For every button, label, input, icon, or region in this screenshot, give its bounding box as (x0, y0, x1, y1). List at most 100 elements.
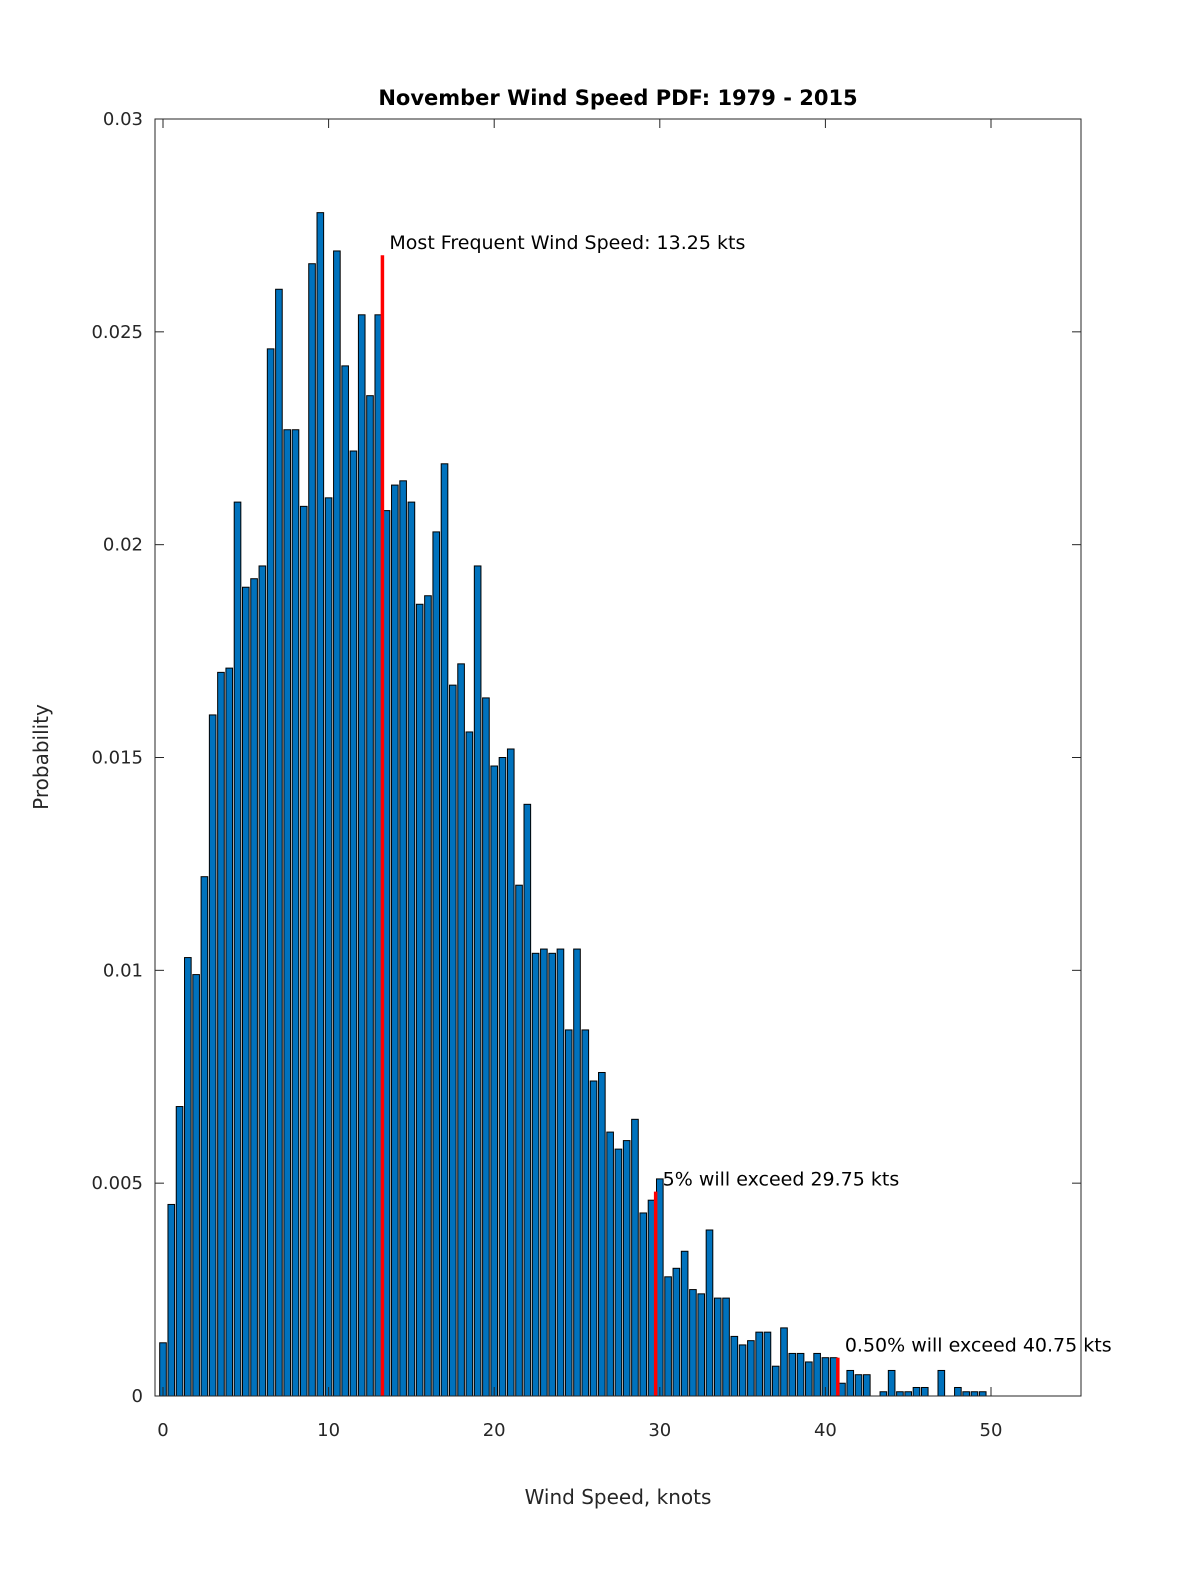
bar (250, 578, 258, 1397)
bar (598, 1071, 606, 1397)
bar (399, 480, 407, 1397)
bar (349, 450, 358, 1397)
bar (540, 948, 548, 1397)
bar (490, 765, 499, 1397)
bar (424, 595, 432, 1397)
y-tick-label: 0.015 (91, 748, 143, 769)
bar (896, 1391, 904, 1397)
y-tick-label: 0.03 (103, 109, 143, 130)
bar (291, 429, 300, 1397)
bar (175, 1106, 184, 1397)
chart-title: November Wind Speed PDF: 1979 - 2015 (378, 86, 857, 110)
bar (241, 586, 250, 1397)
bar (573, 948, 581, 1397)
bar (672, 1267, 681, 1397)
bar (970, 1391, 979, 1397)
bar (515, 884, 523, 1397)
bar (192, 974, 200, 1397)
bar (664, 1276, 672, 1397)
bar (217, 671, 225, 1397)
y-tick-label: 0.02 (103, 535, 143, 556)
bar (333, 250, 341, 1397)
x-tick-label: 40 (814, 1420, 837, 1441)
bar (904, 1391, 913, 1397)
bar (697, 1293, 706, 1397)
bar (887, 1369, 896, 1397)
bar (258, 565, 267, 1397)
bar (316, 212, 325, 1397)
bar (275, 288, 283, 1397)
bar (755, 1331, 763, 1397)
bar (184, 957, 192, 1397)
bar (920, 1386, 929, 1397)
bar (879, 1391, 888, 1397)
y-tick-label: 0.005 (91, 1173, 143, 1194)
x-tick-label: 30 (648, 1420, 671, 1441)
bar (954, 1386, 962, 1397)
bar (556, 948, 565, 1397)
y-tick-label: 0.01 (103, 960, 143, 981)
bar (680, 1250, 689, 1397)
bar (299, 505, 308, 1397)
bar (448, 684, 457, 1397)
bar (805, 1361, 813, 1397)
bar (622, 1140, 631, 1397)
bar (283, 429, 292, 1397)
bar (813, 1352, 821, 1397)
bar (788, 1352, 797, 1397)
marker-lines-group: Most Frequent Wind Speed: 13.25 kts 5% wi… (380, 232, 1112, 1396)
bar (655, 1178, 664, 1397)
bar (796, 1352, 805, 1397)
bar (498, 757, 507, 1397)
bar (465, 731, 474, 1397)
x-tick-label: 10 (317, 1420, 340, 1441)
bar (366, 395, 374, 1397)
bar (531, 952, 540, 1397)
bar (457, 663, 465, 1397)
bar (581, 1029, 590, 1397)
bar (225, 667, 234, 1397)
bar (631, 1118, 639, 1397)
bar (440, 463, 449, 1397)
x-tick-label: 50 (980, 1420, 1003, 1441)
y-axis-label: Probability (29, 704, 53, 810)
bar (689, 1289, 697, 1397)
bar (838, 1382, 846, 1397)
bar (482, 697, 490, 1397)
bar (357, 314, 366, 1397)
bar (829, 1357, 838, 1397)
bar (382, 510, 391, 1397)
bar (962, 1391, 970, 1397)
y-tick-label: 0.025 (91, 322, 143, 343)
bar (978, 1391, 987, 1397)
bar (747, 1340, 755, 1397)
bar (647, 1199, 656, 1397)
bar (266, 348, 275, 1397)
bar (473, 565, 482, 1397)
bar (862, 1374, 871, 1397)
y-tick-label: 0 (132, 1386, 143, 1407)
bar (167, 1203, 176, 1397)
bar (407, 501, 416, 1397)
bar (614, 1148, 623, 1397)
bar (391, 484, 399, 1397)
marker-label-p995: 0.50% will exceed 40.75 kts (845, 1335, 1112, 1357)
bar (548, 952, 556, 1397)
bar (780, 1327, 788, 1397)
bar (341, 365, 349, 1397)
marker-label-p95: 5% will exceed 29.75 kts (663, 1169, 900, 1191)
bar (506, 748, 515, 1397)
marker-label-mode: Most Frequent Wind Speed: 13.25 kts (389, 232, 745, 254)
bar (730, 1335, 739, 1397)
bar (639, 1212, 648, 1397)
bar (763, 1331, 772, 1397)
bar (722, 1297, 730, 1397)
bar (415, 603, 424, 1397)
bar (432, 531, 441, 1397)
bar (308, 263, 316, 1397)
bar (233, 501, 242, 1397)
bar (523, 803, 532, 1397)
bar (854, 1374, 863, 1397)
ticks-group: 0 10 20 30 40 50 0 0.005 0.01 0.015 0.02 0.025 0.03 (91, 109, 1081, 1441)
